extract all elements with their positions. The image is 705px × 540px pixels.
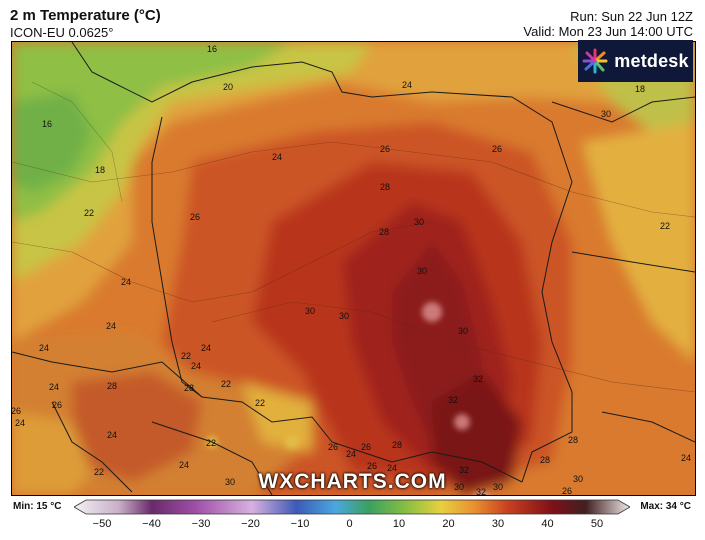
temperature-map-svg	[12, 42, 695, 495]
watermark: WXCHARTS.COM	[258, 470, 447, 493]
contour-label: 22	[83, 208, 95, 218]
map-title: 2 m Temperature (°C)	[10, 7, 161, 24]
max-value: Max: 34 °C	[640, 501, 691, 512]
contour-label: 26	[11, 406, 22, 416]
temperature-map: 16 24 18 20 16 30 24 26 26 18 28 22 26 30 22 28 30 24 30 30…	[11, 41, 696, 496]
legend-tick-label: −20	[241, 518, 260, 530]
color-legend: Min: 15 °C Max: 34 °C −50−	[0, 495, 705, 540]
contour-label: 22	[254, 398, 266, 408]
contour-label: 24	[178, 460, 190, 470]
contour-label: 28	[183, 383, 195, 393]
contour-label: 22	[220, 379, 232, 389]
contour-label: 22	[93, 467, 105, 477]
contour-label: 28	[539, 455, 551, 465]
contour-label: 20	[222, 82, 234, 92]
contour-label: 32	[458, 465, 470, 475]
contour-label: 24	[345, 449, 357, 459]
model-name: ICON-EU 0.0625°	[10, 25, 114, 40]
contour-label: 30	[338, 311, 350, 321]
contour-label: 24	[401, 80, 413, 90]
contour-label: 30	[453, 482, 465, 492]
contour-label: 30	[413, 217, 425, 227]
starburst-icon	[582, 48, 608, 74]
contour-label: 18	[634, 84, 646, 94]
legend-tick-label: −10	[290, 518, 310, 530]
contour-label: 32	[472, 374, 484, 384]
contour-label: 26	[491, 144, 503, 154]
legend-tick-label: −40	[142, 518, 161, 530]
contour-label: 30	[492, 482, 504, 492]
logo-text: metdesk	[614, 50, 689, 71]
contour-label: 28	[106, 381, 118, 391]
contour-label: 30	[304, 306, 316, 316]
legend-colorbar	[74, 499, 630, 515]
contour-label: 16	[41, 119, 53, 129]
contour-label: 22	[659, 221, 671, 231]
contour-label: 26	[561, 486, 573, 496]
contour-label: 32	[475, 487, 487, 496]
contour-label: 26	[360, 442, 372, 452]
header-left: 2 m Temperature (°C) ICON-EU 0.0625°	[10, 7, 161, 40]
legend-tick-label: 40	[541, 518, 554, 530]
contour-label: 26	[327, 442, 339, 452]
legend-tick-label: −50	[92, 518, 112, 530]
contour-label: 16	[206, 44, 218, 54]
contour-label: 26	[51, 400, 63, 410]
contour-label: 28	[391, 440, 403, 450]
contour-label: 24	[271, 152, 283, 162]
contour-label: 32	[447, 395, 459, 405]
legend-tick-label: −30	[191, 518, 211, 530]
contour-label: 30	[457, 326, 469, 336]
contour-label: 24	[38, 343, 50, 353]
contour-label: 26	[379, 144, 391, 154]
contour-label: 30	[416, 266, 428, 276]
legend-tick-label: 20	[442, 518, 455, 530]
contour-label: 18	[94, 165, 106, 175]
contour-label: 24	[106, 430, 118, 440]
contour-label: 24	[14, 418, 26, 428]
valid-time: Valid: Mon 23 Jun 14:00 UTC	[523, 24, 693, 39]
contour-label: 22	[180, 351, 192, 361]
legend-tick-label: 50	[590, 518, 604, 530]
contour-label: 24	[48, 382, 60, 392]
contour-label: 24	[120, 277, 132, 287]
legend-tick-label: 0	[346, 518, 353, 530]
contour-label: 22	[205, 438, 217, 448]
contour-label: 24	[105, 321, 117, 331]
header-right: Run: Sun 22 Jun 12Z Valid: Mon 23 Jun 14…	[523, 9, 693, 39]
metdesk-logo: metdesk	[578, 40, 693, 82]
contour-label: 30	[224, 477, 236, 487]
contour-label: 24	[386, 463, 398, 473]
min-value: Min: 15 °C	[13, 501, 62, 512]
contour-label: 28	[567, 435, 579, 445]
contour-label: 30	[600, 109, 612, 119]
run-time: Run: Sun 22 Jun 12Z	[570, 9, 693, 24]
contour-label: 26	[189, 212, 201, 222]
contour-label: 24	[190, 361, 202, 371]
contour-label: 30	[572, 474, 584, 484]
legend-tick-label: 10	[392, 518, 406, 530]
contour-label: 28	[378, 227, 390, 237]
contour-label: 26	[366, 461, 378, 471]
contour-label: 24	[200, 343, 212, 353]
contour-label: 24	[680, 453, 692, 463]
contour-label: 28	[379, 182, 391, 192]
legend-tick-label: 30	[491, 518, 505, 530]
